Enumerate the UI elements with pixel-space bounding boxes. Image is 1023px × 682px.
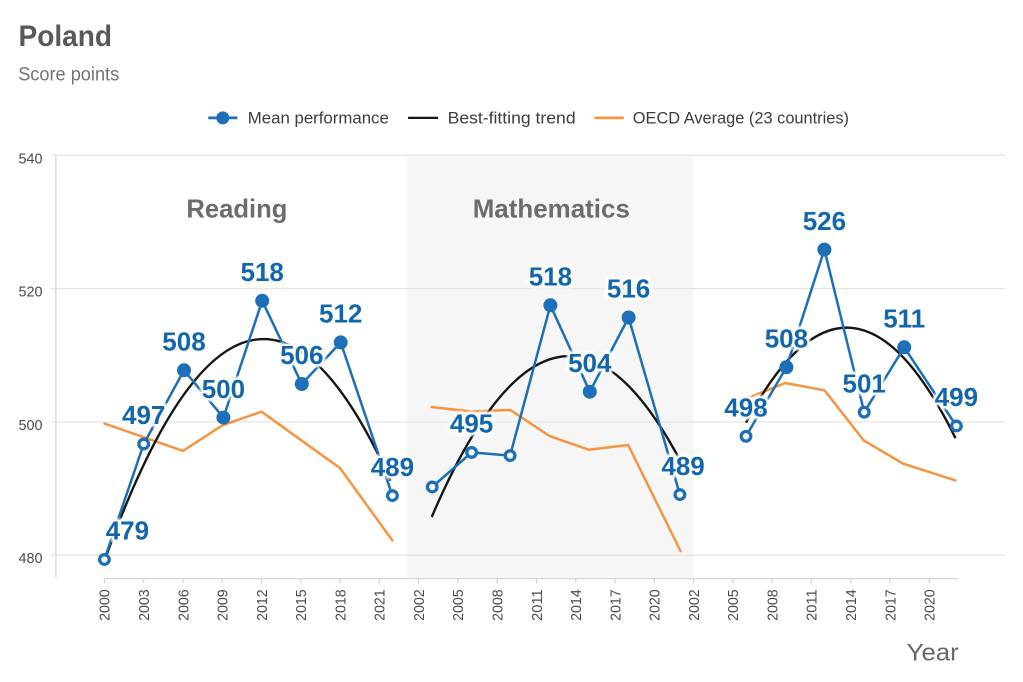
svg-text:Score points: Score points [18,65,119,86]
svg-text:2020: 2020 [922,589,939,621]
svg-text:479: 479 [106,516,149,546]
svg-text:479: 479 [106,516,149,546]
svg-text:2006: 2006 [175,589,192,621]
svg-text:511: 511 [883,304,925,334]
svg-text:2011: 2011 [804,589,821,621]
svg-text:2014: 2014 [843,589,860,621]
svg-text:489: 489 [371,452,414,482]
svg-text:2014: 2014 [568,589,585,621]
svg-text:540: 540 [19,150,43,167]
svg-text:Mathematics: Mathematics [473,193,630,223]
svg-text:508: 508 [765,323,808,353]
svg-text:498: 498 [724,393,767,423]
svg-text:516: 516 [607,274,650,304]
svg-text:504: 504 [568,348,612,378]
svg-text:501: 501 [843,368,886,398]
svg-text:495: 495 [450,409,493,439]
svg-text:495: 495 [450,409,493,439]
svg-text:489: 489 [371,452,414,482]
svg-text:499: 499 [935,382,978,412]
svg-text:498: 498 [724,393,767,423]
svg-text:2012: 2012 [254,589,271,621]
svg-text:Reading: Reading [186,193,287,223]
svg-text:518: 518 [241,257,284,287]
svg-text:504: 504 [568,348,612,378]
svg-text:Best-fitting trend: Best-fitting trend [448,109,576,128]
svg-text:498: 498 [724,393,767,423]
svg-text:495: 495 [450,409,493,439]
svg-text:2020: 2020 [647,589,664,621]
svg-text:526: 526 [803,206,846,236]
svg-text:2002: 2002 [411,589,428,621]
svg-text:2017: 2017 [882,589,899,621]
svg-text:512: 512 [319,299,362,329]
svg-text:518: 518 [241,257,284,287]
svg-text:526: 526 [803,206,846,236]
svg-text:497: 497 [122,400,165,430]
svg-text:2018: 2018 [332,589,349,621]
svg-text:Poland: Poland [19,20,113,53]
svg-text:499: 499 [935,382,978,412]
svg-text:2008: 2008 [490,589,507,621]
svg-text:506: 506 [280,340,323,370]
svg-text:508: 508 [162,327,205,357]
svg-text:2008: 2008 [765,589,782,621]
svg-text:516: 516 [607,274,650,304]
svg-text:511: 511 [883,304,925,334]
svg-text:489: 489 [661,451,704,481]
svg-text:508: 508 [765,323,808,353]
svg-text:504: 504 [568,348,612,378]
svg-text:506: 506 [280,340,323,370]
svg-text:2009: 2009 [215,589,232,621]
svg-text:518: 518 [529,262,572,292]
svg-text:489: 489 [661,451,704,481]
svg-text:512: 512 [319,299,362,329]
svg-text:511: 511 [883,304,925,334]
svg-text:2000: 2000 [97,589,114,621]
svg-text:508: 508 [162,327,205,357]
svg-text:500: 500 [202,374,245,404]
svg-text:480: 480 [19,550,43,567]
svg-text:2017: 2017 [607,589,624,621]
svg-text:508: 508 [162,327,205,357]
svg-text:518: 518 [241,257,284,287]
svg-text:512: 512 [319,299,362,329]
svg-text:489: 489 [661,451,704,481]
svg-text:516: 516 [607,274,650,304]
svg-text:497: 497 [122,400,165,430]
svg-text:526: 526 [803,206,846,236]
svg-text:2015: 2015 [293,589,310,621]
svg-text:Year: Year [907,639,959,666]
svg-text:520: 520 [19,284,43,301]
svg-text:2005: 2005 [725,589,742,621]
svg-text:2011: 2011 [529,589,546,621]
svg-text:OECD Average (23 countries): OECD Average (23 countries) [633,109,849,128]
svg-text:2005: 2005 [450,589,467,621]
svg-text:2021: 2021 [372,589,389,621]
svg-text:Mean performance: Mean performance [248,109,389,128]
svg-text:500: 500 [202,374,245,404]
svg-text:499: 499 [935,382,978,412]
svg-text:501: 501 [843,368,886,398]
svg-text:2003: 2003 [136,589,153,621]
svg-text:506: 506 [280,340,323,370]
svg-text:508: 508 [765,323,808,353]
svg-text:2002: 2002 [686,589,703,621]
svg-text:479: 479 [106,516,149,546]
svg-text:518: 518 [529,262,572,292]
svg-text:518: 518 [529,262,572,292]
svg-text:497: 497 [122,400,165,430]
svg-text:500: 500 [19,417,43,434]
svg-text:500: 500 [202,374,245,404]
svg-text:501: 501 [843,368,886,398]
svg-text:489: 489 [371,452,414,482]
